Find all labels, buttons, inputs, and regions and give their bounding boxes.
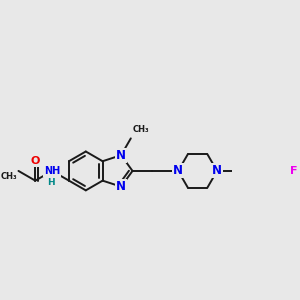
Text: O: O — [31, 156, 40, 167]
Text: N: N — [173, 164, 183, 177]
Text: CH₃: CH₃ — [0, 172, 17, 182]
Text: F: F — [290, 166, 298, 176]
Text: N: N — [116, 149, 126, 162]
Text: CH₃: CH₃ — [132, 125, 149, 134]
Text: H: H — [48, 178, 55, 188]
Text: N: N — [212, 164, 222, 177]
Text: NH: NH — [44, 166, 60, 176]
Text: N: N — [116, 180, 126, 193]
